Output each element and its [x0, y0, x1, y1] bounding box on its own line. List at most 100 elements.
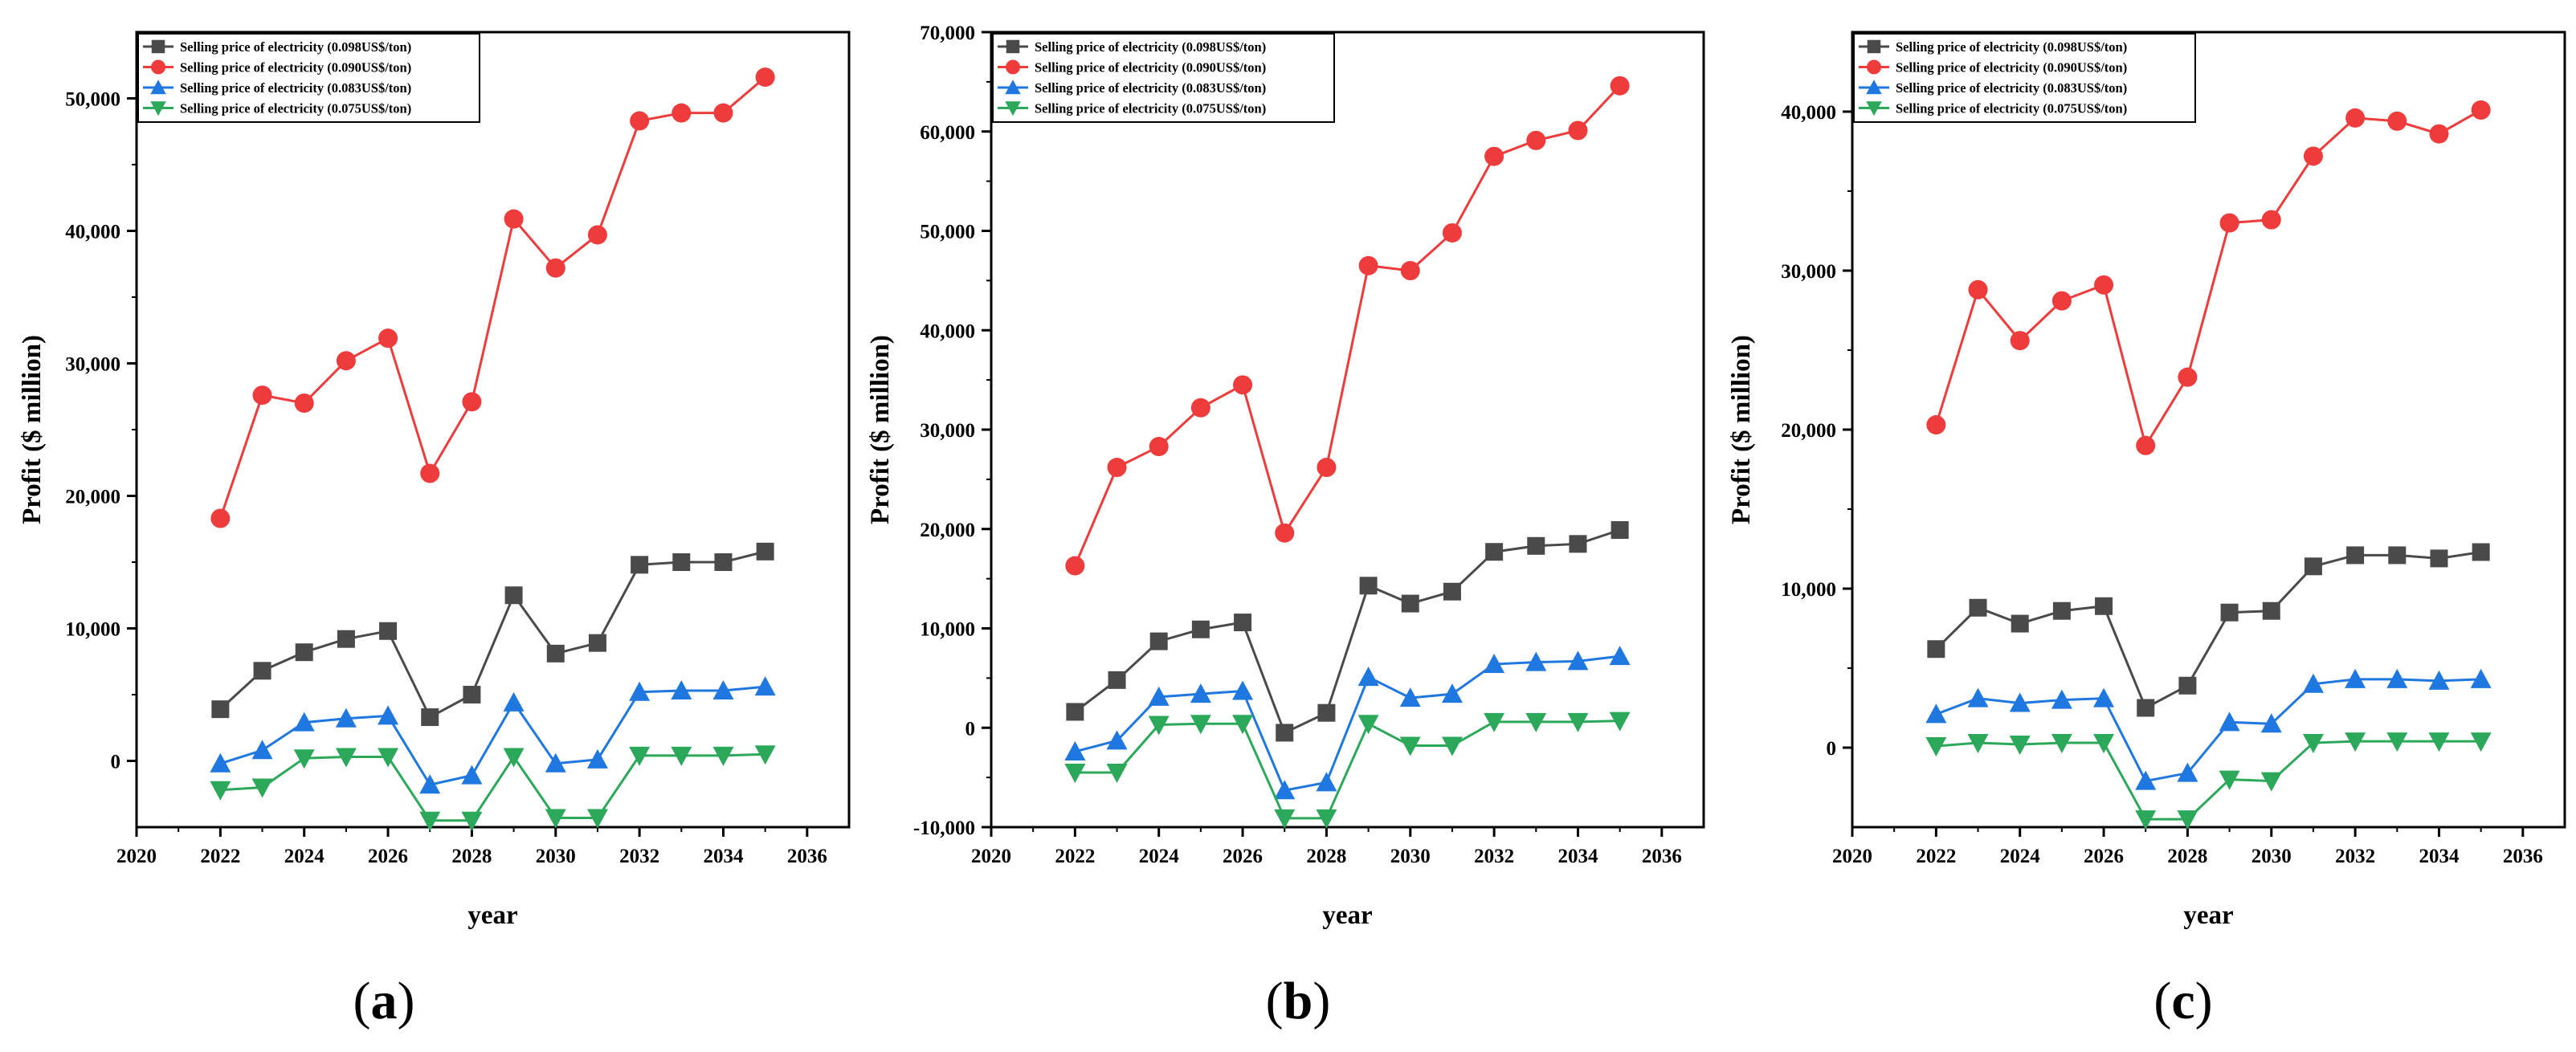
data-point — [2219, 712, 2240, 732]
y-tick-label: 0 — [1827, 738, 1837, 760]
data-point — [1275, 523, 1295, 543]
chart-panel-c: 2020 2022 2024 2026 2028 2030 2032 2034 2036 0 10,… — [1727, 31, 2566, 1030]
legend-marker-square-icon — [151, 39, 165, 54]
x-axis-label-c: year — [2183, 901, 2233, 930]
legend-marker-triangle-down-icon — [1005, 101, 1021, 116]
x-axis-label-b: year — [1322, 901, 1372, 930]
data-point — [2219, 213, 2239, 233]
data-point — [378, 328, 398, 349]
legend-marker-group — [1867, 59, 1881, 75]
x-tick-label: 2032 — [2335, 846, 2375, 867]
data-point — [586, 809, 608, 829]
data-point — [1234, 614, 1252, 632]
data-point — [2011, 614, 2029, 633]
x-tick-label: 2036 — [2503, 846, 2543, 867]
plot-frame-c — [1851, 31, 2566, 829]
data-point — [1190, 398, 1210, 418]
legend-label: Selling price of electricity (0.090US$/t… — [1896, 60, 2127, 75]
chart-panel-a: 2020 2022 2024 2026 2028 2030 2032 2034 2036 0 10,… — [18, 31, 851, 1030]
y-tick-label: 30,000 — [1781, 261, 1836, 283]
x-tick-label: 2022 — [200, 846, 240, 867]
x-tick-label: 2024 — [1139, 846, 1180, 867]
legend-marker-triangle-up-icon — [150, 80, 166, 95]
data-point — [2429, 124, 2449, 144]
data-point — [504, 209, 524, 229]
y-tick-label: 10,000 — [65, 619, 120, 641]
data-point — [1967, 687, 1989, 707]
legend-marker-group — [1006, 59, 1020, 75]
data-point — [1609, 646, 1631, 666]
data-point — [1317, 458, 1337, 478]
data-point — [2260, 772, 2282, 792]
data-point — [1442, 222, 1462, 243]
series-line — [1074, 654, 1620, 792]
data-point — [2472, 543, 2490, 561]
data-point — [756, 542, 774, 561]
caption-close-paren: ) — [2195, 972, 2213, 1030]
data-point — [1926, 415, 1946, 435]
data-point — [1274, 780, 1296, 800]
legend-marker-group — [151, 59, 165, 75]
data-point — [629, 746, 651, 766]
series-line — [1073, 84, 1621, 567]
data-point — [337, 630, 355, 648]
data-point — [1484, 146, 1504, 166]
series-line — [1936, 740, 2481, 821]
data-point — [714, 553, 733, 571]
series-b-2 — [1065, 75, 1630, 576]
data-point — [1065, 556, 1085, 576]
data-point — [503, 691, 525, 712]
data-point — [587, 225, 607, 245]
legend-marker-group — [1866, 80, 1882, 95]
data-point — [2302, 734, 2324, 754]
x-tick-label: 2034 — [2419, 846, 2460, 867]
panel-caption-a: (a) — [353, 972, 415, 1030]
legend-marker-group — [151, 39, 165, 54]
data-point — [2135, 810, 2157, 830]
caption-open-paren: ( — [353, 972, 371, 1030]
data-point — [2178, 676, 2197, 695]
data-point — [2346, 546, 2365, 565]
data-point — [631, 556, 649, 574]
legend-marker-group — [1006, 39, 1020, 54]
data-point — [1611, 520, 1629, 539]
data-point — [2051, 689, 2072, 709]
data-point — [2345, 668, 2366, 688]
data-point — [2095, 597, 2113, 615]
data-point — [1148, 686, 1170, 706]
series-b-3 — [1064, 646, 1631, 800]
data-point — [1443, 582, 1461, 601]
data-point — [378, 748, 399, 768]
data-point — [252, 385, 272, 406]
data-point — [1357, 667, 1379, 687]
y-tick-label: 0 — [111, 752, 121, 773]
legend-b: Selling price of electricity (0.098US$/t… — [992, 33, 1335, 123]
data-point — [1232, 680, 1254, 700]
y-tick-label: 40,000 — [1781, 102, 1836, 124]
data-point — [293, 749, 315, 769]
series-line — [1935, 678, 2481, 783]
data-point — [1441, 736, 1463, 756]
data-point — [379, 622, 398, 640]
data-point — [2093, 734, 2115, 754]
data-point — [2302, 673, 2324, 693]
series-c-3 — [1925, 668, 2492, 790]
data-point — [251, 778, 273, 798]
series-a-3 — [210, 676, 776, 794]
x-tick-label: 2022 — [1055, 846, 1095, 867]
x-tick-label: 2026 — [368, 846, 408, 867]
data-point — [672, 103, 692, 123]
data-point — [1567, 712, 1589, 732]
legend-label: Selling price of electricity (0.075US$/t… — [1035, 101, 1266, 116]
legend-c: Selling price of electricity (0.098US$/t… — [1853, 33, 2196, 123]
data-point — [2137, 699, 2155, 717]
series-a-4 — [210, 745, 776, 831]
data-point — [671, 680, 692, 700]
data-point — [2094, 275, 2114, 295]
legend-label: Selling price of electricity (0.098US$/t… — [180, 39, 411, 55]
data-point — [2386, 668, 2408, 688]
data-point — [2303, 146, 2323, 166]
caption-open-paren: ( — [1266, 972, 1284, 1030]
data-point — [2177, 810, 2198, 830]
data-point — [421, 708, 439, 727]
